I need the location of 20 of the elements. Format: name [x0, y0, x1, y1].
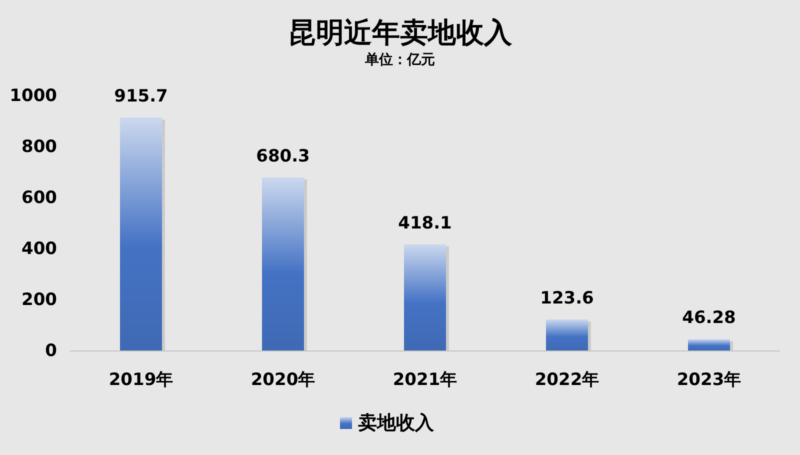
x-tick-label: 2021年	[392, 370, 458, 390]
legend-label: 卖地收入	[358, 412, 435, 434]
x-tick-label: 2019年	[108, 370, 174, 390]
y-tick-label: 800	[22, 137, 58, 157]
data-label: 46.28	[682, 308, 736, 328]
y-tick-label: 600	[22, 188, 58, 208]
x-tick-label: 2023年	[676, 370, 742, 390]
chart-subtitle: 单位：亿元	[364, 52, 435, 68]
y-tick-label: 400	[22, 239, 58, 259]
y-tick-label: 200	[22, 290, 58, 310]
y-tick-label: 1000	[10, 86, 58, 106]
y-tick-label: 0	[45, 341, 58, 361]
x-tick-label: 2020年	[250, 370, 316, 390]
data-label: 680.3	[256, 146, 310, 167]
data-label: 418.1	[398, 213, 452, 234]
x-tick-label: 2022年	[534, 370, 600, 390]
chart-title: 昆明近年卖地收入	[288, 16, 513, 49]
data-label: 123.6	[540, 288, 594, 308]
data-label: 915.7	[114, 86, 168, 106]
卖地收入: 915.7 680.3 418.1 123.6 46.28	[114, 86, 736, 351]
